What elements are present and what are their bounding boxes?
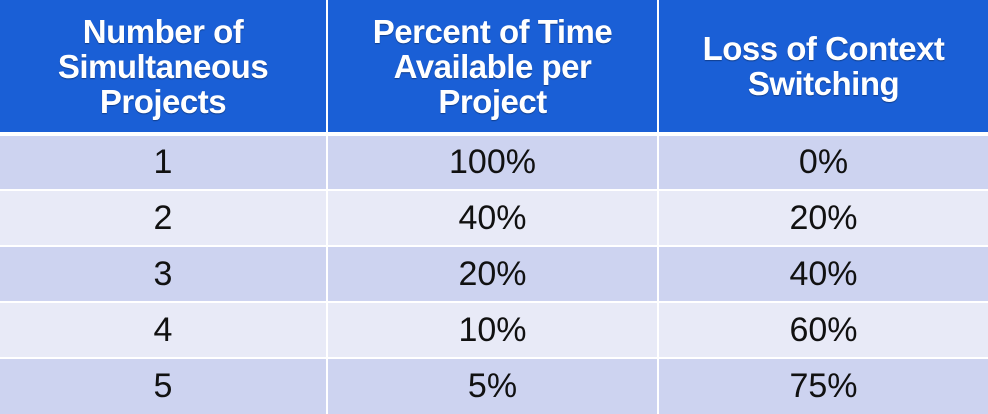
header-line: Loss of Context xyxy=(702,30,945,67)
table-row: 2 40% 20% xyxy=(0,189,988,246)
table-row: 3 20% 40% xyxy=(0,245,988,302)
header-row: Number of Simultaneous Projects Percent … xyxy=(0,0,988,134)
cell-context-loss: 40% xyxy=(658,245,988,302)
table-row: 4 10% 60% xyxy=(0,301,988,358)
cell-time-available: 20% xyxy=(327,245,659,302)
cell-projects: 3 xyxy=(0,245,328,302)
table-row: 1 100% 0% xyxy=(0,132,988,190)
cell-projects: 4 xyxy=(0,301,328,358)
header-line: Available per xyxy=(393,47,592,85)
cell-context-loss: 75% xyxy=(658,357,988,414)
cell-time-available: 40% xyxy=(327,189,659,246)
cell-projects: 1 xyxy=(0,132,328,190)
cell-time-available: 100% xyxy=(327,132,659,190)
header-loss-context-switching: Loss of Context Switching xyxy=(658,0,988,134)
header-number-of-projects: Number of Simultaneous Projects xyxy=(0,0,328,134)
header-line: Percent of Time xyxy=(372,12,613,50)
cell-time-available: 5% xyxy=(327,357,659,414)
header-line: Switching xyxy=(747,65,900,102)
cell-context-loss: 20% xyxy=(658,189,988,246)
cell-projects: 2 xyxy=(0,189,328,246)
table-row: 5 5% 75% xyxy=(0,357,988,414)
header-line: Project xyxy=(438,82,547,120)
header-line: Simultaneous xyxy=(57,47,269,85)
cell-context-loss: 0% xyxy=(658,132,988,190)
header-line: Projects xyxy=(99,82,227,120)
cell-projects: 5 xyxy=(0,357,328,414)
cell-context-loss: 60% xyxy=(658,301,988,358)
header-line: Number of xyxy=(82,12,244,50)
header-percent-time-available: Percent of Time Available per Project xyxy=(327,0,659,134)
cell-time-available: 10% xyxy=(327,301,659,358)
